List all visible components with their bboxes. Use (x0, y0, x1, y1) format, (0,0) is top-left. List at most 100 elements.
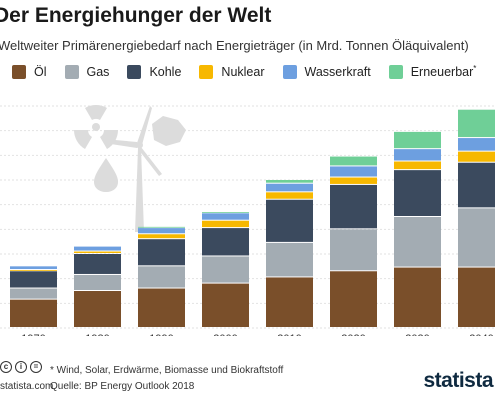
bar-segment-2010-s0 (266, 277, 313, 327)
bar-segment-2010-s4 (266, 183, 313, 192)
bar-segment-2000-s4 (202, 213, 249, 220)
footer-site-link[interactable]: statista.com (0, 381, 54, 392)
radiation-icon (74, 105, 118, 149)
bar-segment-2010-s3 (266, 192, 313, 199)
chart-subtitle: Weltweiter Primärenergiebedarf nach Ener… (0, 38, 469, 53)
x-tick-label: 1980 (85, 333, 109, 336)
chart-title: Der Energiehunger der Welt (0, 4, 272, 27)
bar-2020 (330, 156, 377, 327)
bar-segment-1980-s4 (74, 246, 121, 251)
bar-segment-2010-s5 (266, 180, 313, 183)
bar-segment-2000-s2 (202, 228, 249, 256)
brand-logo: statista (423, 369, 493, 392)
bar-1970 (10, 266, 57, 327)
legend-item-oel: Öl (12, 65, 47, 79)
bar-segment-2000-s1 (202, 256, 249, 283)
bar-segment-1990-s0 (138, 288, 185, 327)
legend-swatch-nuklear (199, 65, 214, 79)
bar-segment-1980-s3 (74, 251, 121, 253)
bar-segment-2040-s5 (458, 109, 495, 138)
legend-swatch-oel (12, 65, 26, 79)
energy-illustration (74, 105, 186, 232)
bar-segment-1980-s1 (74, 274, 121, 290)
bar-2000 (202, 212, 249, 327)
bar-segment-2000-s5 (202, 212, 249, 213)
bar-segment-2030-s2 (394, 170, 441, 216)
x-tick-label: 2040 (469, 333, 493, 336)
bar-segment-2020-s2 (330, 184, 377, 229)
bar-segment-1970-s4 (10, 266, 57, 270)
bar-segment-1990-s3 (138, 234, 185, 239)
bar-segment-1970-s0 (10, 299, 57, 327)
nd-icon[interactable]: = (30, 361, 42, 373)
bar-segment-2030-s0 (394, 267, 441, 327)
bar-segment-1980-s0 (74, 291, 121, 327)
bar-segment-2000-s0 (202, 283, 249, 327)
bar-segment-2020-s1 (330, 229, 377, 271)
x-tick-label: 1970 (21, 333, 45, 336)
wind-turbine-icon (104, 106, 162, 232)
legend-item-kohle: Kohle (127, 65, 181, 79)
legend-swatch-gas (64, 65, 79, 79)
bar-segment-2020-s4 (330, 166, 377, 177)
bar-segment-2040-s3 (458, 151, 495, 162)
bar-segment-2030-s4 (394, 149, 441, 161)
bar-segment-2040-s1 (458, 208, 495, 267)
bar-segment-1990-s2 (138, 239, 185, 266)
coal-lump-icon (152, 116, 186, 146)
bar-segment-2020-s3 (330, 177, 377, 184)
x-tick-label: 2020 (341, 333, 365, 336)
x-tick-label: 2010 (277, 333, 301, 336)
bar-2010 (266, 180, 313, 327)
cc-icon[interactable]: c (0, 361, 12, 373)
bar-segment-2000-s3 (202, 220, 249, 228)
footnote: * Wind, Solar, Erdwärme, Biomasse und Bi… (50, 365, 284, 376)
bar-segment-1990-s4 (138, 228, 185, 234)
bar-1980 (74, 246, 121, 327)
bar-segment-2040-s2 (458, 162, 495, 208)
bar-segment-2030-s3 (394, 161, 441, 170)
bar-segment-2040-s0 (458, 267, 495, 327)
bar-segment-2040-s4 (458, 138, 495, 151)
stacked-bar-chart: 1970 1980 1990 2000 2010 2020 2030 2040 (0, 105, 495, 336)
source: Quelle: BP Energy Outlook 2018 (50, 381, 195, 392)
bar-segment-1970-s3 (10, 270, 57, 271)
x-tick-label: 2000 (213, 333, 237, 336)
legend-label-wasserkraft: Wasserkraft (304, 65, 371, 79)
oil-drop-icon (94, 158, 118, 192)
bar-segment-2030-s5 (394, 131, 441, 149)
legend: Öl Gas Kohle Nuklear Wasserkraft Erneuer… (12, 62, 476, 82)
legend-swatch-kohle (127, 65, 142, 79)
legend-swatch-erneuerbar (388, 65, 403, 79)
x-tick-label: 2030 (405, 333, 429, 336)
bar-segment-1980-s2 (74, 254, 121, 274)
legend-item-gas: Gas (64, 65, 110, 79)
bar-1990 (138, 226, 185, 327)
bar-segment-2010-s2 (266, 199, 313, 242)
legend-label-nuklear: Nuklear (221, 65, 265, 79)
bar-segment-2020-s0 (330, 271, 377, 327)
x-axis-labels: 1970 1980 1990 2000 2010 2020 2030 2040 (21, 333, 493, 336)
bar-segment-1990-s5 (138, 226, 185, 228)
bar-segment-1970-s2 (10, 271, 57, 288)
legend-footnote-mark: * (473, 64, 477, 74)
bar-2030 (394, 131, 441, 327)
legend-item-nuklear: Nuklear (199, 65, 265, 79)
legend-item-wasserkraft: Wasserkraft (282, 65, 371, 79)
info-icon[interactable]: i (15, 361, 27, 373)
bar-segment-2030-s1 (394, 217, 441, 267)
license-icons: c i = (0, 361, 45, 373)
legend-label-erneuerbar: Erneuerbar* (410, 64, 477, 80)
bars (10, 109, 495, 327)
bar-segment-1990-s1 (138, 266, 185, 288)
legend-label-kohle: Kohle (149, 65, 182, 79)
legend-swatch-wasserkraft (282, 65, 297, 79)
bar-segment-1970-s1 (10, 288, 57, 299)
legend-label-oel: Öl (34, 65, 47, 79)
bar-segment-2010-s1 (266, 242, 313, 277)
legend-label-gas: Gas (86, 65, 110, 79)
bar-segment-2020-s5 (330, 156, 377, 166)
bar-2040 (458, 109, 495, 327)
legend-item-erneuerbar: Erneuerbar* (388, 64, 477, 80)
x-tick-label: 1990 (149, 333, 173, 336)
